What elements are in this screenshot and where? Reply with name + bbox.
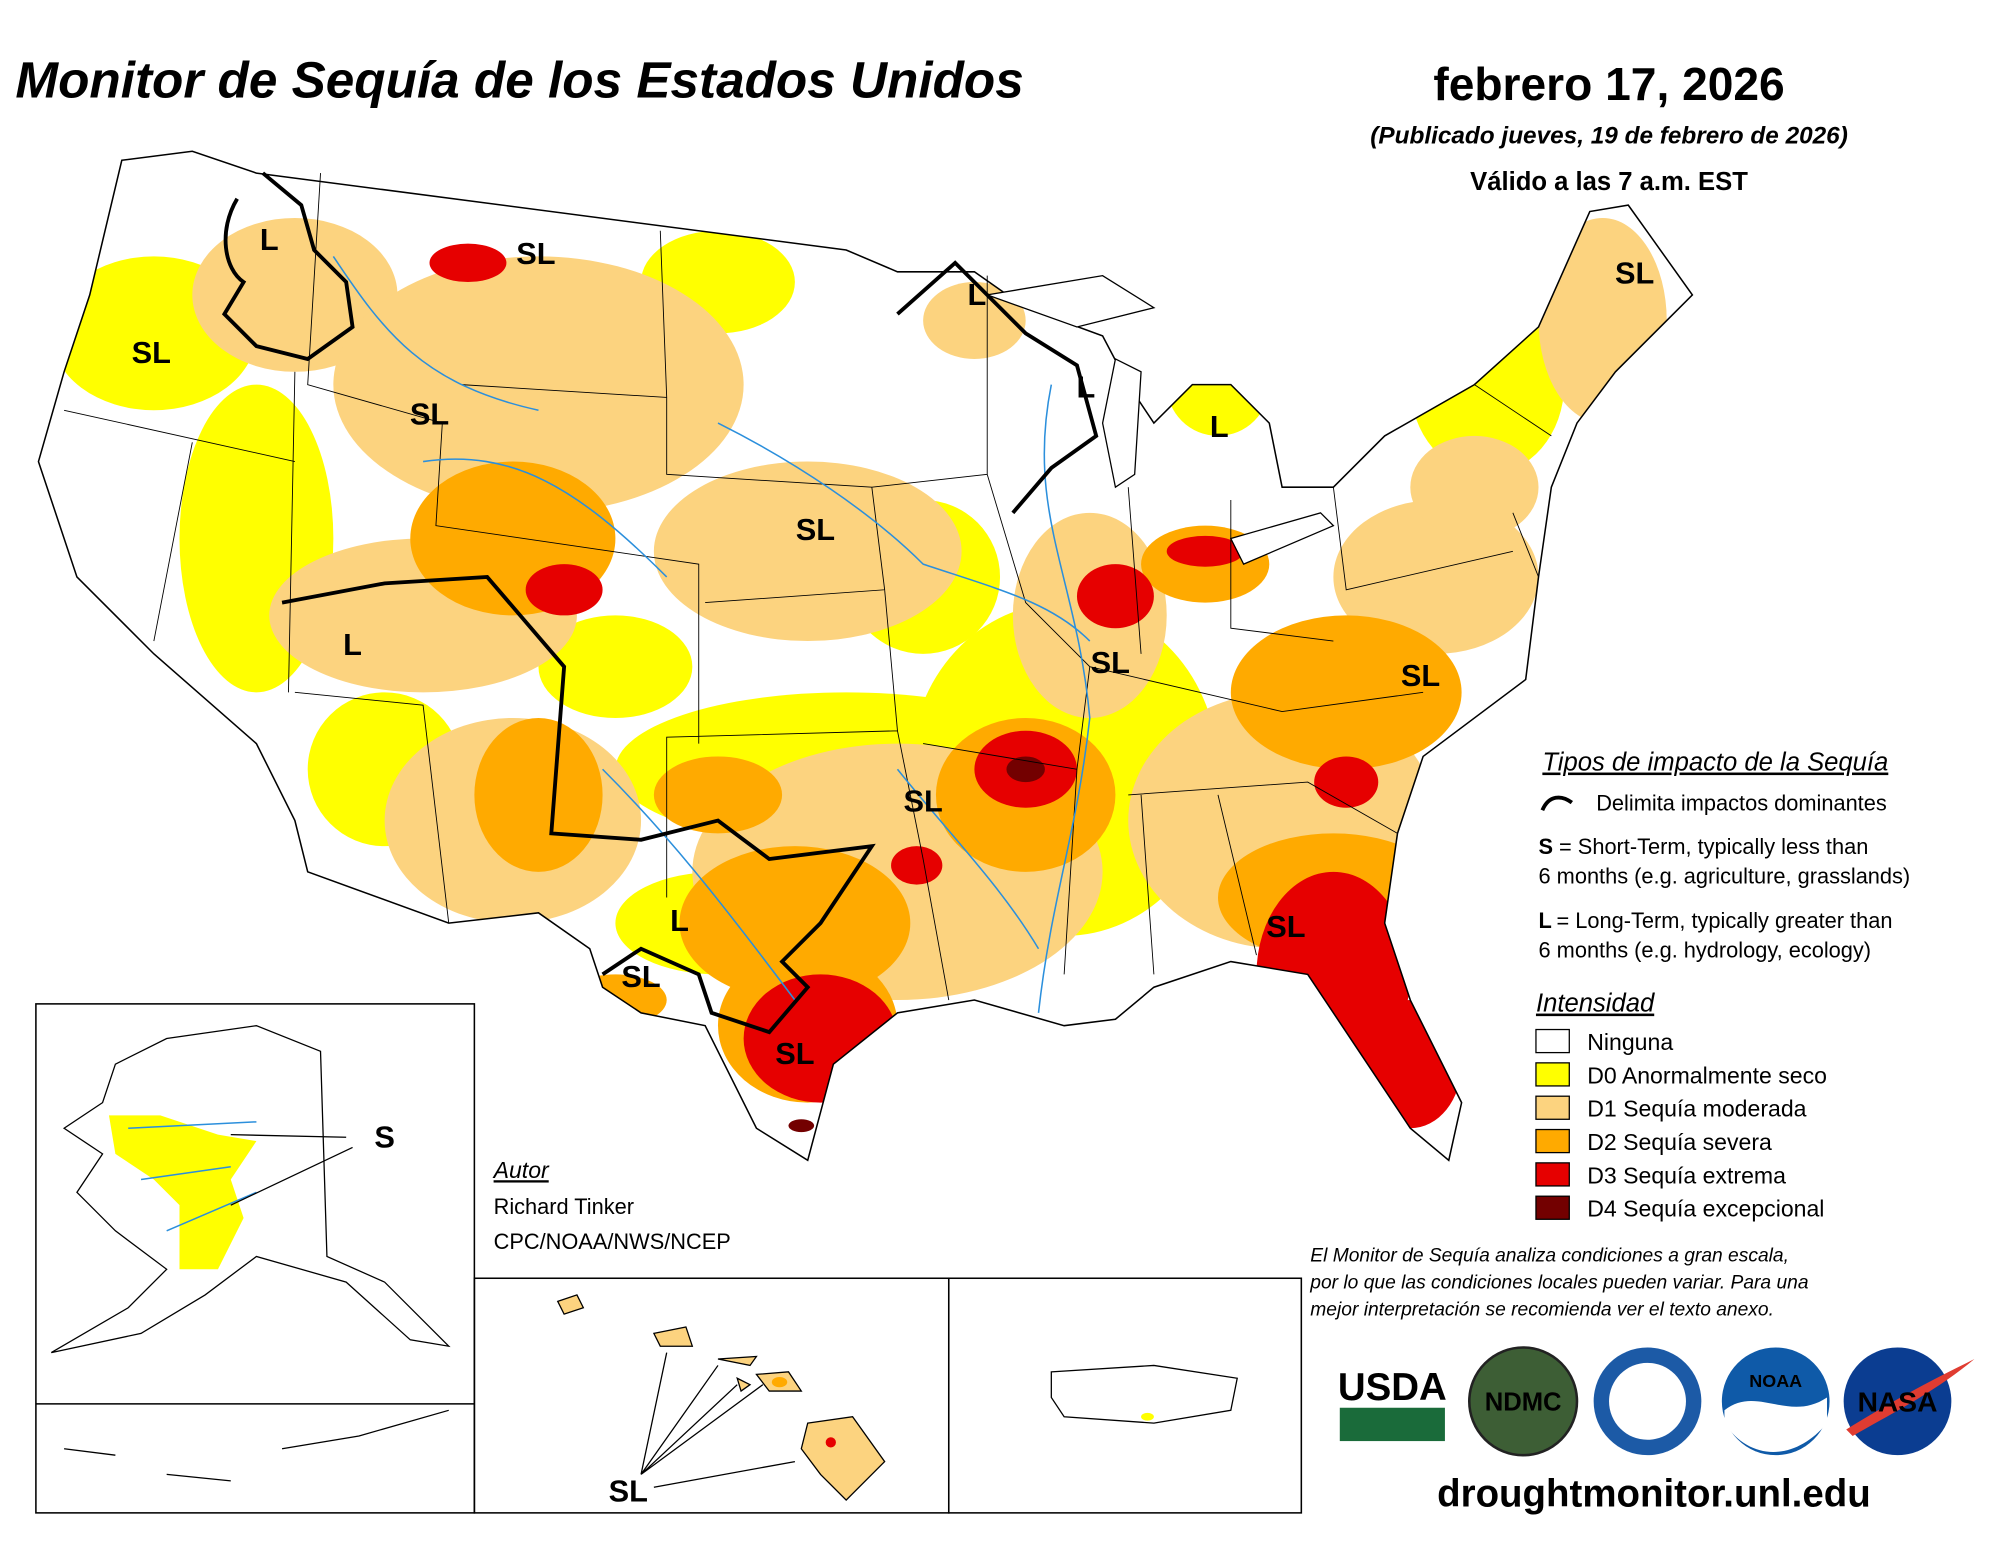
drought-area <box>923 282 1026 359</box>
drought-area <box>653 461 962 642</box>
puerto-rico <box>1050 1364 1238 1424</box>
legend-label: D4 Sequía excepcional <box>1587 1196 1824 1222</box>
impact-line-text: Delimita impactos dominantes <box>1596 790 1887 815</box>
legend-swatch <box>1535 1195 1570 1220</box>
logo-text: NOAA <box>1749 1371 1802 1391</box>
ndmc-logo <box>1468 1346 1579 1457</box>
impact-label: SL <box>1615 255 1654 290</box>
drought-area <box>1230 615 1462 770</box>
drought-area <box>525 564 603 616</box>
long-key: L <box>1539 908 1552 933</box>
hawaii <box>556 1294 886 1501</box>
noaa-wave <box>1724 1397 1827 1452</box>
impact-label: SL <box>1266 909 1305 944</box>
commerce-logo-inner <box>1609 1362 1686 1440</box>
drought-area <box>1314 756 1379 808</box>
published: (Publicado jueves, 19 de febrero de 2026… <box>1370 123 1848 150</box>
legend-label: Ninguna <box>1587 1029 1673 1055</box>
legend-swatch <box>1535 1095 1570 1120</box>
drought-area <box>1333 500 1539 654</box>
legend-swatch <box>1535 1028 1570 1054</box>
impact-title: Tipos de impacto de la Sequía <box>1542 749 1888 777</box>
impact-label: SL <box>796 512 835 547</box>
impact-label: SL <box>1401 658 1440 693</box>
impact-label: SL <box>132 335 171 370</box>
impact-label: SL <box>609 1473 648 1508</box>
drought-area <box>602 1012 654 1039</box>
disclaimer-line: El Monitor de Sequía analiza condiciones… <box>1310 1246 1789 1267</box>
legend-label: D1 Sequía moderada <box>1587 1096 1806 1122</box>
drought-areas <box>51 217 1667 1133</box>
short-text: = Short-Term, typically less than <box>1559 834 1868 859</box>
legend-swatch <box>1535 1128 1570 1154</box>
map-root: Monitor de Sequía de los Estados Unidos f… <box>15 51 1975 1515</box>
legend-label: D2 Sequía severa <box>1587 1129 1772 1155</box>
valid: Válido a las 7 a.m. EST <box>1470 168 1748 196</box>
inset-frames <box>35 1003 1303 1514</box>
drought-area <box>653 756 783 834</box>
short-key: S <box>1539 834 1554 859</box>
drought-area <box>891 846 943 885</box>
disclaimer-line: mejor interpretación se recomienda ver e… <box>1310 1299 1774 1320</box>
rivers <box>332 255 1091 1013</box>
impact-label: L <box>968 277 987 312</box>
impact-label: L <box>260 222 279 257</box>
drought-area <box>1359 1000 1462 1129</box>
legend-swatch <box>1535 1162 1570 1187</box>
drought-area <box>1166 535 1244 567</box>
intensity-title: Intensidad <box>1536 990 1655 1018</box>
url: droughtmonitor.unl.edu <box>1437 1472 1871 1515</box>
impact-label: SL <box>775 1036 814 1071</box>
impact-label: SL <box>516 236 555 271</box>
map-overlay <box>37 150 1694 1162</box>
long-text: = Long-Term, typically greater than <box>1556 908 1892 933</box>
impact-label: SL <box>410 396 449 431</box>
impact-line-icon <box>1540 795 1574 812</box>
drought-area <box>617 1019 639 1033</box>
impact-label: S <box>374 1119 395 1154</box>
legend-label: D0 Anormalmente seco <box>1587 1062 1827 1088</box>
drought-area <box>1006 756 1045 783</box>
logo-text: NDMC <box>1485 1388 1562 1416</box>
drought-area <box>1410 435 1539 539</box>
logo-text: NASA <box>1858 1386 1938 1418</box>
nasa-swoosh <box>1846 1359 1975 1436</box>
drought-area <box>743 974 898 1103</box>
disclaimer-line: por lo que las condiciones locales puede… <box>1309 1273 1809 1294</box>
us-outline <box>37 150 1694 1162</box>
text-layer: Monitor de Sequía de los Estados Unidos f… <box>15 51 1975 1515</box>
author-org: CPC/NOAA/NWS/NCEP <box>494 1229 731 1254</box>
impact-label: SL <box>903 784 942 819</box>
drought-area <box>474 717 603 872</box>
impact-label: L <box>1210 409 1229 444</box>
impact-label: SL <box>1091 645 1130 680</box>
drought-area <box>1076 564 1154 629</box>
impact-label: L <box>670 903 689 938</box>
usda-stripe <box>1339 1407 1445 1442</box>
long-text-2: 6 months (e.g. hydrology, ecology) <box>1539 938 1872 963</box>
drought-area <box>333 256 744 513</box>
great-lakes <box>984 274 1335 565</box>
drought-area <box>538 615 693 718</box>
legend-swatch <box>1535 1062 1570 1087</box>
alaska <box>50 1025 451 1482</box>
author-title: Autor <box>492 1157 550 1183</box>
legend-label: D3 Sequía extrema <box>1587 1162 1786 1188</box>
short-text-2: 6 months (e.g. agriculture, grasslands) <box>1539 863 1911 888</box>
impact-boundaries <box>221 171 1099 1035</box>
date: febrero 17, 2026 <box>1433 58 1784 110</box>
title: Monitor de Sequía de los Estados Unidos <box>15 51 1023 108</box>
drought-area <box>788 1119 815 1133</box>
impact-label: L <box>343 627 362 662</box>
drought-area <box>1538 217 1667 424</box>
state-lines <box>64 173 1552 1001</box>
impact-label: SL <box>621 959 660 994</box>
drought-area <box>429 243 507 283</box>
logo-text: USDA <box>1338 1366 1447 1409</box>
author-name: Richard Tinker <box>494 1194 634 1219</box>
impact-label: L <box>1077 369 1096 404</box>
